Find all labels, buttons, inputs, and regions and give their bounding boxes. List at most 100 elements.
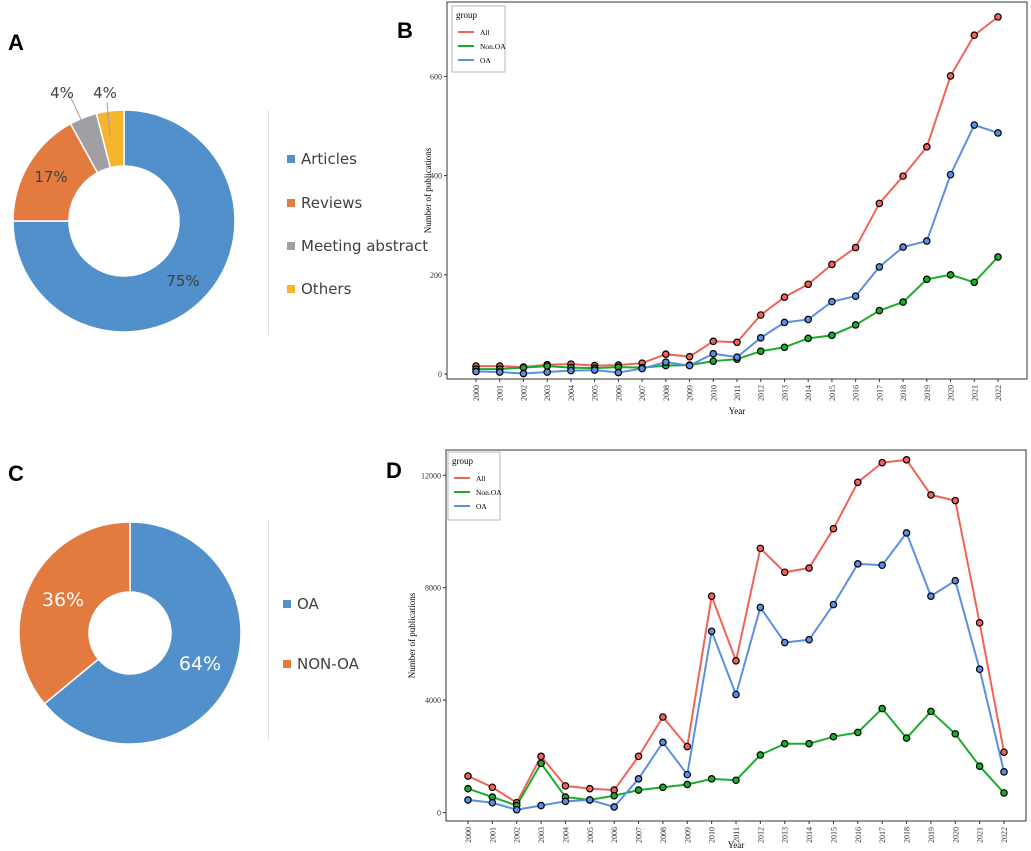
legend-divider-c xyxy=(268,520,269,740)
legend-swatch xyxy=(283,660,291,668)
x-tick-label: 2005 xyxy=(591,385,600,401)
x-tick-label: 2020 xyxy=(947,385,956,401)
data-point xyxy=(756,544,765,553)
x-tick-label: 2018 xyxy=(899,385,908,401)
series-line-oa xyxy=(475,123,999,375)
x-tick-label: 2011 xyxy=(733,385,742,401)
x-tick-label: 2007 xyxy=(635,827,644,843)
x-tick-label: 2017 xyxy=(878,827,887,843)
legend-entry: Non.OA xyxy=(476,488,502,497)
legend-entry: Non.OA xyxy=(480,42,506,51)
data-point xyxy=(994,13,1002,21)
data-point xyxy=(829,600,838,609)
data-point xyxy=(537,759,545,768)
data-point xyxy=(590,366,599,374)
legend-swatch xyxy=(287,242,295,250)
x-tick-label: 2000 xyxy=(472,385,481,401)
legend-label: Others xyxy=(301,280,352,298)
data-point xyxy=(638,364,646,373)
leader-line xyxy=(67,95,85,127)
legend-item-non-oa: NON-OA xyxy=(283,655,359,673)
x-tick-label: 2013 xyxy=(780,385,789,401)
data-point xyxy=(464,796,472,804)
x-tick-label: 2003 xyxy=(543,385,552,401)
data-point xyxy=(899,172,907,180)
data-point xyxy=(994,253,1002,261)
series-line-all xyxy=(476,16,999,369)
x-tick-label: 2008 xyxy=(659,827,668,843)
x-tick-label: 2002 xyxy=(519,385,528,401)
data-point xyxy=(975,619,984,627)
data-point xyxy=(875,263,884,271)
x-tick-label: 2011 xyxy=(732,827,741,843)
y-tick-label: 0 xyxy=(437,809,441,818)
data-point xyxy=(902,734,911,742)
data-point xyxy=(488,798,497,807)
data-point xyxy=(854,728,862,737)
data-point xyxy=(495,368,504,376)
legend-entry: OA xyxy=(480,56,491,65)
x-tick-label: 2014 xyxy=(805,827,814,843)
data-point xyxy=(829,732,838,741)
panel-label-d: D xyxy=(386,458,402,483)
x-axis-label: Year xyxy=(729,406,746,416)
data-point xyxy=(805,635,813,644)
data-point xyxy=(586,784,594,793)
data-point xyxy=(610,803,618,811)
x-tick-label: 2016 xyxy=(852,385,861,401)
data-point xyxy=(975,762,984,770)
series-line-non-oa xyxy=(467,707,1005,807)
panel-label-c: C xyxy=(8,461,24,486)
data-point xyxy=(464,772,472,780)
data-point xyxy=(970,278,979,287)
x-tick-label: 2010 xyxy=(709,385,718,401)
slice-label: 17% xyxy=(34,168,67,186)
data-point xyxy=(828,297,836,306)
data-point xyxy=(780,568,789,577)
x-tick-label: 2016 xyxy=(854,827,863,843)
data-point xyxy=(923,143,931,151)
data-point xyxy=(854,560,862,568)
data-point xyxy=(662,358,670,366)
line-chart-d: 0 4000 8000 12000 2000 2001 2002 2003 2004 2005 20… xyxy=(407,449,1027,850)
y-axis-label: Number of publications xyxy=(407,592,417,678)
x-tick-label: 2015 xyxy=(828,385,837,401)
data-point xyxy=(829,524,838,533)
x-tick-label: 2021 xyxy=(976,827,985,843)
x-tick-label: 2006 xyxy=(610,827,619,843)
data-point xyxy=(662,350,670,358)
legend-entry: All xyxy=(480,28,490,37)
data-point xyxy=(659,713,667,721)
data-point xyxy=(683,770,692,779)
panel-label-b: B xyxy=(397,18,413,43)
data-point xyxy=(923,237,931,245)
data-point xyxy=(685,352,694,361)
legend-swatch xyxy=(283,600,291,608)
y-tick-label: 200 xyxy=(430,271,442,280)
data-point xyxy=(756,347,765,356)
donut-chart-a: 75% 17% 4% 4% xyxy=(12,84,236,333)
legend-entry: OA xyxy=(476,502,487,511)
data-point xyxy=(756,334,765,342)
data-point xyxy=(970,31,979,40)
data-point xyxy=(709,337,718,346)
data-point xyxy=(804,280,812,289)
legend-label: NON-OA xyxy=(297,655,359,673)
slice-label: 4% xyxy=(50,84,74,102)
x-tick-label: 2013 xyxy=(781,827,790,843)
slice-others xyxy=(95,109,125,169)
data-point xyxy=(614,368,623,377)
x-tick-label: 2019 xyxy=(923,385,932,401)
data-point xyxy=(659,738,667,747)
slice-articles xyxy=(12,109,236,333)
legend-item-meeting-abstract: Meeting abstract xyxy=(287,237,428,255)
line-chart-b: 0 200 400 600 2000 2001 2002 2003 2004 2005 2006 20… xyxy=(423,1,1028,416)
data-point xyxy=(854,478,862,487)
slice-oa xyxy=(43,521,242,745)
data-point xyxy=(685,361,694,370)
data-point xyxy=(732,656,740,665)
data-point xyxy=(851,321,860,329)
legend-title: group xyxy=(452,456,473,466)
x-tick-label: 2015 xyxy=(829,827,838,843)
data-point xyxy=(683,742,692,751)
